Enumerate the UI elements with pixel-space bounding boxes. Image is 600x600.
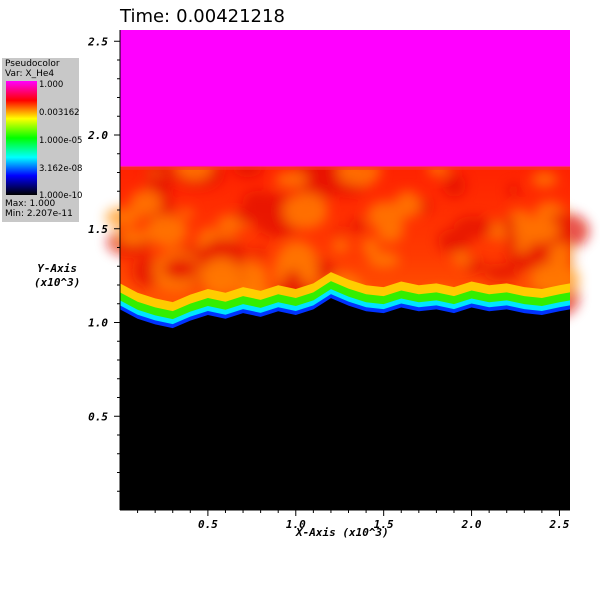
colorbar-tick-label: 0.003162: [39, 108, 80, 118]
turbulence-blob: [332, 239, 349, 253]
region-edge: [120, 165, 570, 170]
x-axis-label: X-Axis (x10^3): [296, 526, 389, 539]
turbulence-blob: [242, 190, 276, 212]
turbulence-blob: [274, 171, 308, 188]
x-tick-label: 2.5: [549, 518, 570, 531]
turbulence-blob: [512, 217, 560, 243]
turbulence-blob: [531, 171, 558, 188]
turbulence-blob: [507, 251, 534, 272]
turbulence-blob: [252, 248, 267, 259]
turbulence-blob: [349, 218, 367, 234]
pseudocolor-legend: Pseudocolor Var: X_He4 1.000 0.003162 1.…: [2, 58, 83, 222]
turbulence-blob: [283, 270, 302, 287]
x-tick-label: 1.5: [374, 518, 394, 531]
x-tick-label: 1.0: [286, 518, 306, 531]
colorbar-tick-label: 3.162e-08: [39, 164, 83, 174]
region-no-he4: [120, 298, 570, 510]
legend-title: Pseudocolor: [5, 59, 60, 69]
turbulence-blob: [177, 208, 195, 218]
turbulence-blob: [201, 257, 242, 296]
turbulence-blob: [367, 201, 405, 230]
y-tick-label: 2.0: [87, 129, 108, 142]
time-label: Time:: [120, 6, 171, 27]
legend-variable: Var: X_He4: [5, 69, 55, 79]
turbulence-blob: [464, 259, 488, 274]
turbulence-blob: [283, 192, 328, 229]
y-tick-label: 1.5: [88, 223, 108, 236]
region-pure-he4: [120, 30, 570, 167]
turbulence-blob: [442, 173, 466, 197]
turbulence-blob: [118, 229, 148, 245]
turbulence-blob: [105, 207, 141, 228]
turbulence-blob: [132, 255, 163, 287]
y-tick-label: 1.0: [88, 317, 108, 330]
turbulence-blob: [507, 183, 520, 198]
turbulence-blob: [333, 227, 346, 235]
y-axis-label: Y-Axis (x10^3): [34, 262, 80, 290]
turbulence-blob: [508, 209, 531, 222]
y-axis-label-line1: Y-Axis: [37, 262, 78, 275]
colorbar: [6, 81, 37, 195]
y-tick-label: 0.5: [88, 410, 108, 423]
x-tick-label: 2.0: [461, 518, 482, 531]
colorbar-tick-label: 1.000e-05: [39, 136, 83, 146]
colorbar-tick-label: 1.000e-10: [39, 191, 83, 201]
field-layer: [105, 30, 590, 510]
turbulence-blob: [234, 206, 257, 224]
turbulence-blob: [484, 263, 520, 282]
turbulence-blob: [361, 238, 379, 256]
turbulence-blob: [453, 216, 494, 239]
legend-max: Max: 1.000: [5, 199, 56, 209]
turbulence-blob: [129, 189, 162, 216]
legend-min: Min: 2.207e-11: [5, 209, 73, 219]
y-tick-label: 2.5: [87, 35, 108, 48]
turbulence-blob: [549, 242, 572, 267]
time-title: Time: 0.00421218: [120, 6, 291, 27]
x-tick-label: 0.5: [198, 518, 218, 531]
turbulence-blob: [514, 240, 531, 253]
axes: 0.5 1.0 1.5 2.0 2.5 0.5 1.0 1.5 2.0 2.5: [87, 30, 570, 531]
turbulence-blob: [162, 256, 199, 281]
time-value: 0.00421218: [176, 6, 285, 27]
turbulence-blob: [452, 251, 471, 266]
colorbar-tick-label: 1.000: [39, 80, 64, 90]
turbulence-blob: [145, 215, 188, 247]
turbulence-blob: [368, 251, 400, 268]
y-axis-label-line2: (x10^3): [34, 276, 81, 289]
